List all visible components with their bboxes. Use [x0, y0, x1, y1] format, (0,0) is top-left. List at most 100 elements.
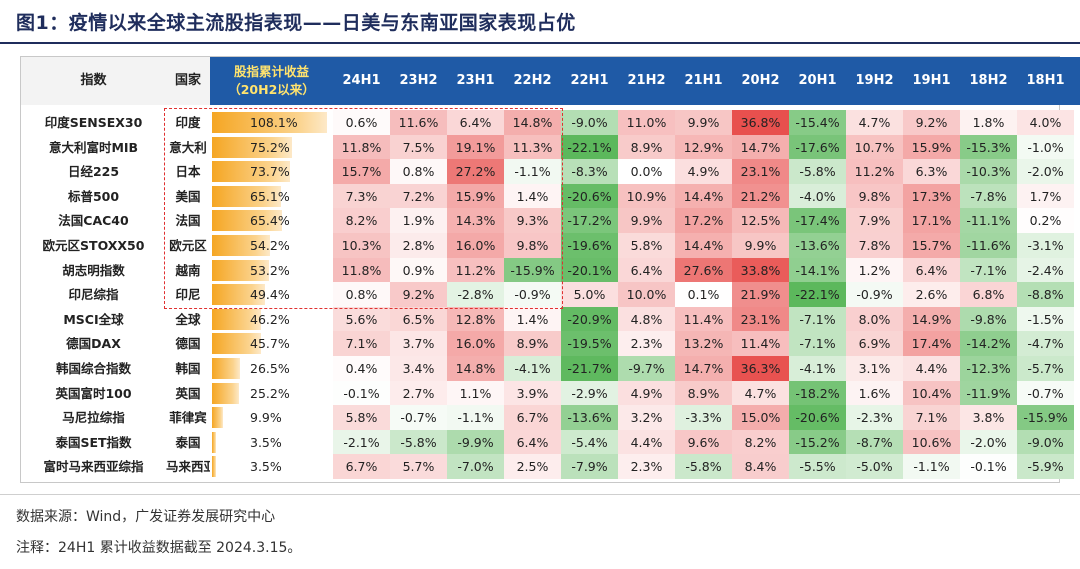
header-index: 指数 — [21, 57, 166, 105]
row-index-name: 标普500 — [67, 188, 120, 204]
return-cell: -15.9% — [1017, 405, 1074, 431]
return-cell: 0.8% — [333, 282, 390, 308]
return-cell: 16.0% — [447, 331, 504, 357]
return-cell: 19.1% — [447, 134, 504, 160]
header-cumulative-line2: （20H2以来） — [228, 82, 315, 97]
cumulative-bar — [212, 407, 223, 429]
return-cell: 6.9% — [846, 331, 903, 357]
row-country: 马来西亚 — [166, 459, 210, 475]
footnote: 注释：24H1 累计收益数据截至 2024.3.15。 — [16, 540, 302, 556]
return-cell: -5.0% — [846, 454, 903, 480]
return-cell: 5.0% — [561, 282, 618, 308]
return-cell: -9.8% — [960, 306, 1017, 332]
cumulative-bar — [212, 112, 327, 133]
return-cell: 4.9% — [618, 380, 675, 406]
cumulative-value: 65.1% — [250, 188, 290, 204]
return-cell: 13.2% — [675, 331, 732, 357]
return-cell: -11.9% — [960, 380, 1017, 406]
return-cell: 15.7% — [333, 159, 390, 185]
return-cell: -13.6% — [789, 233, 846, 258]
figure-title: 图1：疫情以来全球主流股指表现——日美与东南亚国家表现占优 — [16, 12, 576, 34]
return-cell: -7.1% — [789, 331, 846, 357]
return-cell: 11.3% — [504, 134, 561, 160]
return-cell: -9.7% — [618, 356, 675, 381]
return-cell: 36.3% — [732, 356, 789, 381]
return-cell: -2.0% — [960, 429, 1017, 455]
return-cell: 6.3% — [903, 159, 960, 185]
header-period-20H2: 20H2 — [741, 73, 780, 88]
return-cell: -2.3% — [846, 405, 903, 431]
return-cell: 36.8% — [732, 110, 789, 135]
return-cell: -8.7% — [846, 429, 903, 455]
cumulative-bar — [212, 456, 216, 478]
return-cell: 14.9% — [903, 306, 960, 332]
return-cell: 17.2% — [675, 208, 732, 234]
return-cell: 5.7% — [390, 454, 447, 480]
return-cell: -4.1% — [504, 356, 561, 381]
return-cell: -22.1% — [561, 134, 618, 160]
return-cell: 10.3% — [333, 233, 390, 258]
cumulative-bar — [212, 210, 282, 232]
return-cell: 2.6% — [903, 282, 960, 308]
return-cell: 2.3% — [618, 454, 675, 480]
return-cell: 3.4% — [390, 356, 447, 381]
row-country: 菲律宾 — [169, 410, 207, 426]
return-cell: 3.9% — [504, 380, 561, 406]
return-cell: -22.1% — [789, 282, 846, 308]
header-period-23H2: 23H2 — [399, 73, 438, 88]
return-cell: -20.6% — [789, 405, 846, 431]
return-cell: 4.8% — [618, 306, 675, 332]
header-period-18H1: 18H1 — [1026, 73, 1065, 88]
return-cell: -14.2% — [960, 331, 1017, 357]
cumulative-value: 75.2% — [250, 139, 290, 155]
return-cell: 8.9% — [504, 331, 561, 357]
return-cell: 6.8% — [960, 282, 1017, 308]
cumulative-value: 49.4% — [250, 287, 290, 303]
return-cell: -3.3% — [675, 405, 732, 431]
return-cell: 15.9% — [903, 134, 960, 160]
return-cell: 11.8% — [333, 134, 390, 160]
return-cell: -7.8% — [960, 183, 1017, 209]
row-index-name: 法国CAC40 — [58, 213, 129, 229]
cumulative-value: 53.2% — [250, 262, 290, 278]
return-cell: -7.0% — [447, 454, 504, 480]
row-country: 印尼 — [175, 287, 201, 303]
return-cell: -5.8% — [675, 454, 732, 480]
return-cell: -2.0% — [1017, 159, 1074, 185]
return-cell: -2.8% — [447, 282, 504, 308]
header-period-19H1: 19H1 — [912, 73, 951, 88]
return-cell: 3.7% — [390, 331, 447, 357]
return-cell: 8.2% — [732, 429, 789, 455]
return-cell: 9.9% — [675, 110, 732, 135]
return-cell: 9.8% — [846, 183, 903, 209]
return-cell: 2.5% — [504, 454, 561, 480]
return-cell: 14.4% — [675, 183, 732, 209]
header-period-22H2: 22H2 — [513, 73, 552, 88]
return-cell: -4.7% — [1017, 331, 1074, 357]
return-cell: 7.3% — [333, 183, 390, 209]
row-country: 印度 — [175, 115, 201, 130]
cumulative-bar — [212, 308, 262, 330]
cumulative-bar — [212, 284, 265, 306]
return-cell: 7.1% — [903, 405, 960, 431]
row-country: 德国 — [175, 336, 201, 352]
return-cell: 8.4% — [732, 454, 789, 480]
cumulative-bar — [212, 382, 239, 404]
return-cell: 15.0% — [732, 405, 789, 431]
return-cell: -7.1% — [789, 306, 846, 332]
header-period-24H1: 24H1 — [342, 73, 381, 88]
return-cell: -19.6% — [561, 233, 618, 258]
row-index-name: 韩国综合指数 — [55, 361, 131, 376]
return-cell: 11.2% — [846, 159, 903, 185]
header-period-20H1: 20H1 — [798, 73, 837, 88]
cumulative-value: 26.5% — [250, 361, 290, 376]
row-country: 美国 — [175, 188, 201, 204]
return-cell: 2.8% — [390, 233, 447, 258]
return-cell: 6.7% — [333, 454, 390, 480]
return-cell: -1.1% — [447, 405, 504, 431]
return-cell: -15.9% — [504, 257, 561, 283]
header-cumulative: 股指累计收益 （20H2以来） — [210, 57, 333, 105]
return-cell: 4.4% — [903, 356, 960, 381]
return-cell: -17.4% — [789, 208, 846, 234]
return-cell: 11.4% — [732, 331, 789, 357]
